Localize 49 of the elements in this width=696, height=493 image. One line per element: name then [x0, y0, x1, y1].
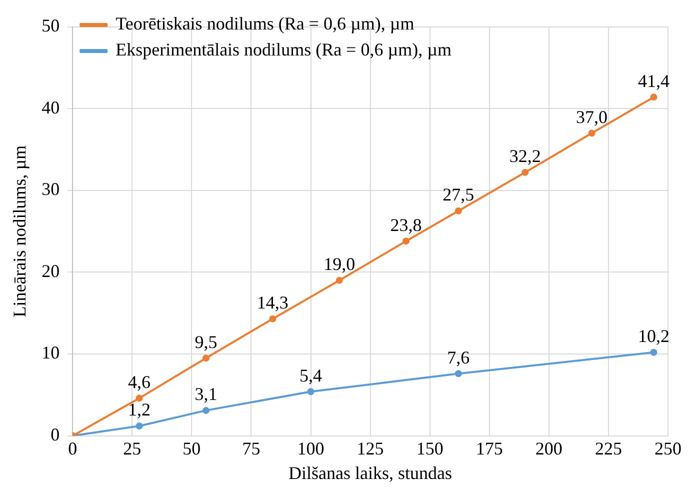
data-label: 32,2 — [509, 146, 541, 166]
data-label: 7,6 — [447, 347, 470, 368]
x-tick-label: 150 — [416, 438, 444, 458]
legend-label: Teorētiskais nodilums (Ra = 0,6 µm), µm — [116, 14, 414, 34]
data-label: 3,1 — [194, 384, 218, 404]
x-tick-label: 175 — [476, 438, 503, 458]
data-label: 19,0 — [324, 254, 356, 274]
x-tick-label: 250 — [654, 438, 682, 458]
data-label: 27,5 — [442, 184, 474, 205]
data-label: 1,2 — [128, 400, 151, 420]
data-label: 4,6 — [128, 372, 151, 392]
y-tick-label: 30 — [42, 179, 60, 200]
y-axis-title: Lineārais nodilums, µm — [10, 145, 30, 318]
y-tick-label: 50 — [42, 16, 60, 36]
point — [307, 388, 314, 396]
data-label: 14,3 — [256, 292, 288, 313]
x-tick-label: 200 — [535, 438, 562, 458]
point — [202, 354, 210, 362]
point — [522, 168, 529, 176]
data-label: 5,4 — [300, 365, 322, 386]
point — [454, 207, 462, 214]
data-label: 9,5 — [194, 332, 218, 352]
y-tick-label: 20 — [42, 260, 60, 281]
data-label: 10,2 — [638, 326, 670, 346]
x-axis-title: Dilšanas laiks, stundas — [288, 462, 452, 483]
point — [136, 394, 143, 402]
x-tick-label: 25 — [123, 438, 142, 458]
point — [336, 276, 343, 284]
point — [650, 94, 658, 101]
y-tick-label: 10 — [42, 342, 60, 363]
x-tick-label: 125 — [356, 438, 384, 458]
point — [269, 315, 276, 322]
data-label: 37,0 — [576, 106, 608, 127]
data-label: 23,8 — [390, 214, 422, 235]
point — [136, 422, 143, 430]
point — [588, 130, 596, 137]
y-tick-label: 40 — [42, 97, 60, 118]
data-label: 41,4 — [638, 70, 670, 91]
point — [202, 406, 210, 414]
point — [650, 348, 658, 356]
x-tick-label: 50 — [182, 438, 201, 458]
x-tick-label: 75 — [242, 438, 260, 458]
legend-label: Eksperimentālais nodilums (Ra = 0,6 µm), µm — [116, 40, 452, 60]
x-tick-label: 100 — [297, 438, 324, 458]
x-tick-label: 0 — [68, 438, 78, 458]
point — [454, 370, 462, 378]
x-tick-label: 225 — [594, 438, 622, 458]
y-tick-label: 0 — [50, 424, 60, 445]
point — [402, 238, 410, 245]
